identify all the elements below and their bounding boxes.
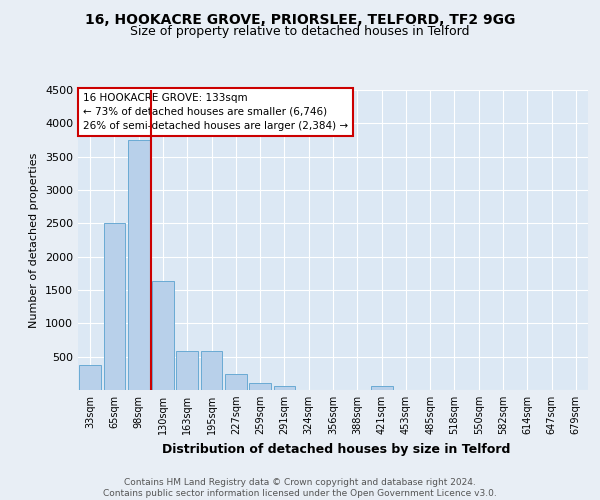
Bar bbox=[371, 386, 392, 390]
Bar bbox=[176, 350, 198, 390]
Bar bbox=[249, 382, 271, 390]
Bar bbox=[152, 282, 174, 390]
Text: 16, HOOKACRE GROVE, PRIORSLEE, TELFORD, TF2 9GG: 16, HOOKACRE GROVE, PRIORSLEE, TELFORD, … bbox=[85, 12, 515, 26]
Text: Distribution of detached houses by size in Telford: Distribution of detached houses by size … bbox=[162, 442, 510, 456]
Text: 16 HOOKACRE GROVE: 133sqm
← 73% of detached houses are smaller (6,746)
26% of se: 16 HOOKACRE GROVE: 133sqm ← 73% of detac… bbox=[83, 93, 348, 131]
Bar bbox=[200, 350, 223, 390]
Text: Size of property relative to detached houses in Telford: Size of property relative to detached ho… bbox=[130, 25, 470, 38]
Bar bbox=[79, 366, 101, 390]
Text: Contains HM Land Registry data © Crown copyright and database right 2024.
Contai: Contains HM Land Registry data © Crown c… bbox=[103, 478, 497, 498]
Bar bbox=[104, 224, 125, 390]
Bar bbox=[128, 140, 149, 390]
Y-axis label: Number of detached properties: Number of detached properties bbox=[29, 152, 40, 328]
Bar bbox=[274, 386, 295, 390]
Bar bbox=[225, 374, 247, 390]
